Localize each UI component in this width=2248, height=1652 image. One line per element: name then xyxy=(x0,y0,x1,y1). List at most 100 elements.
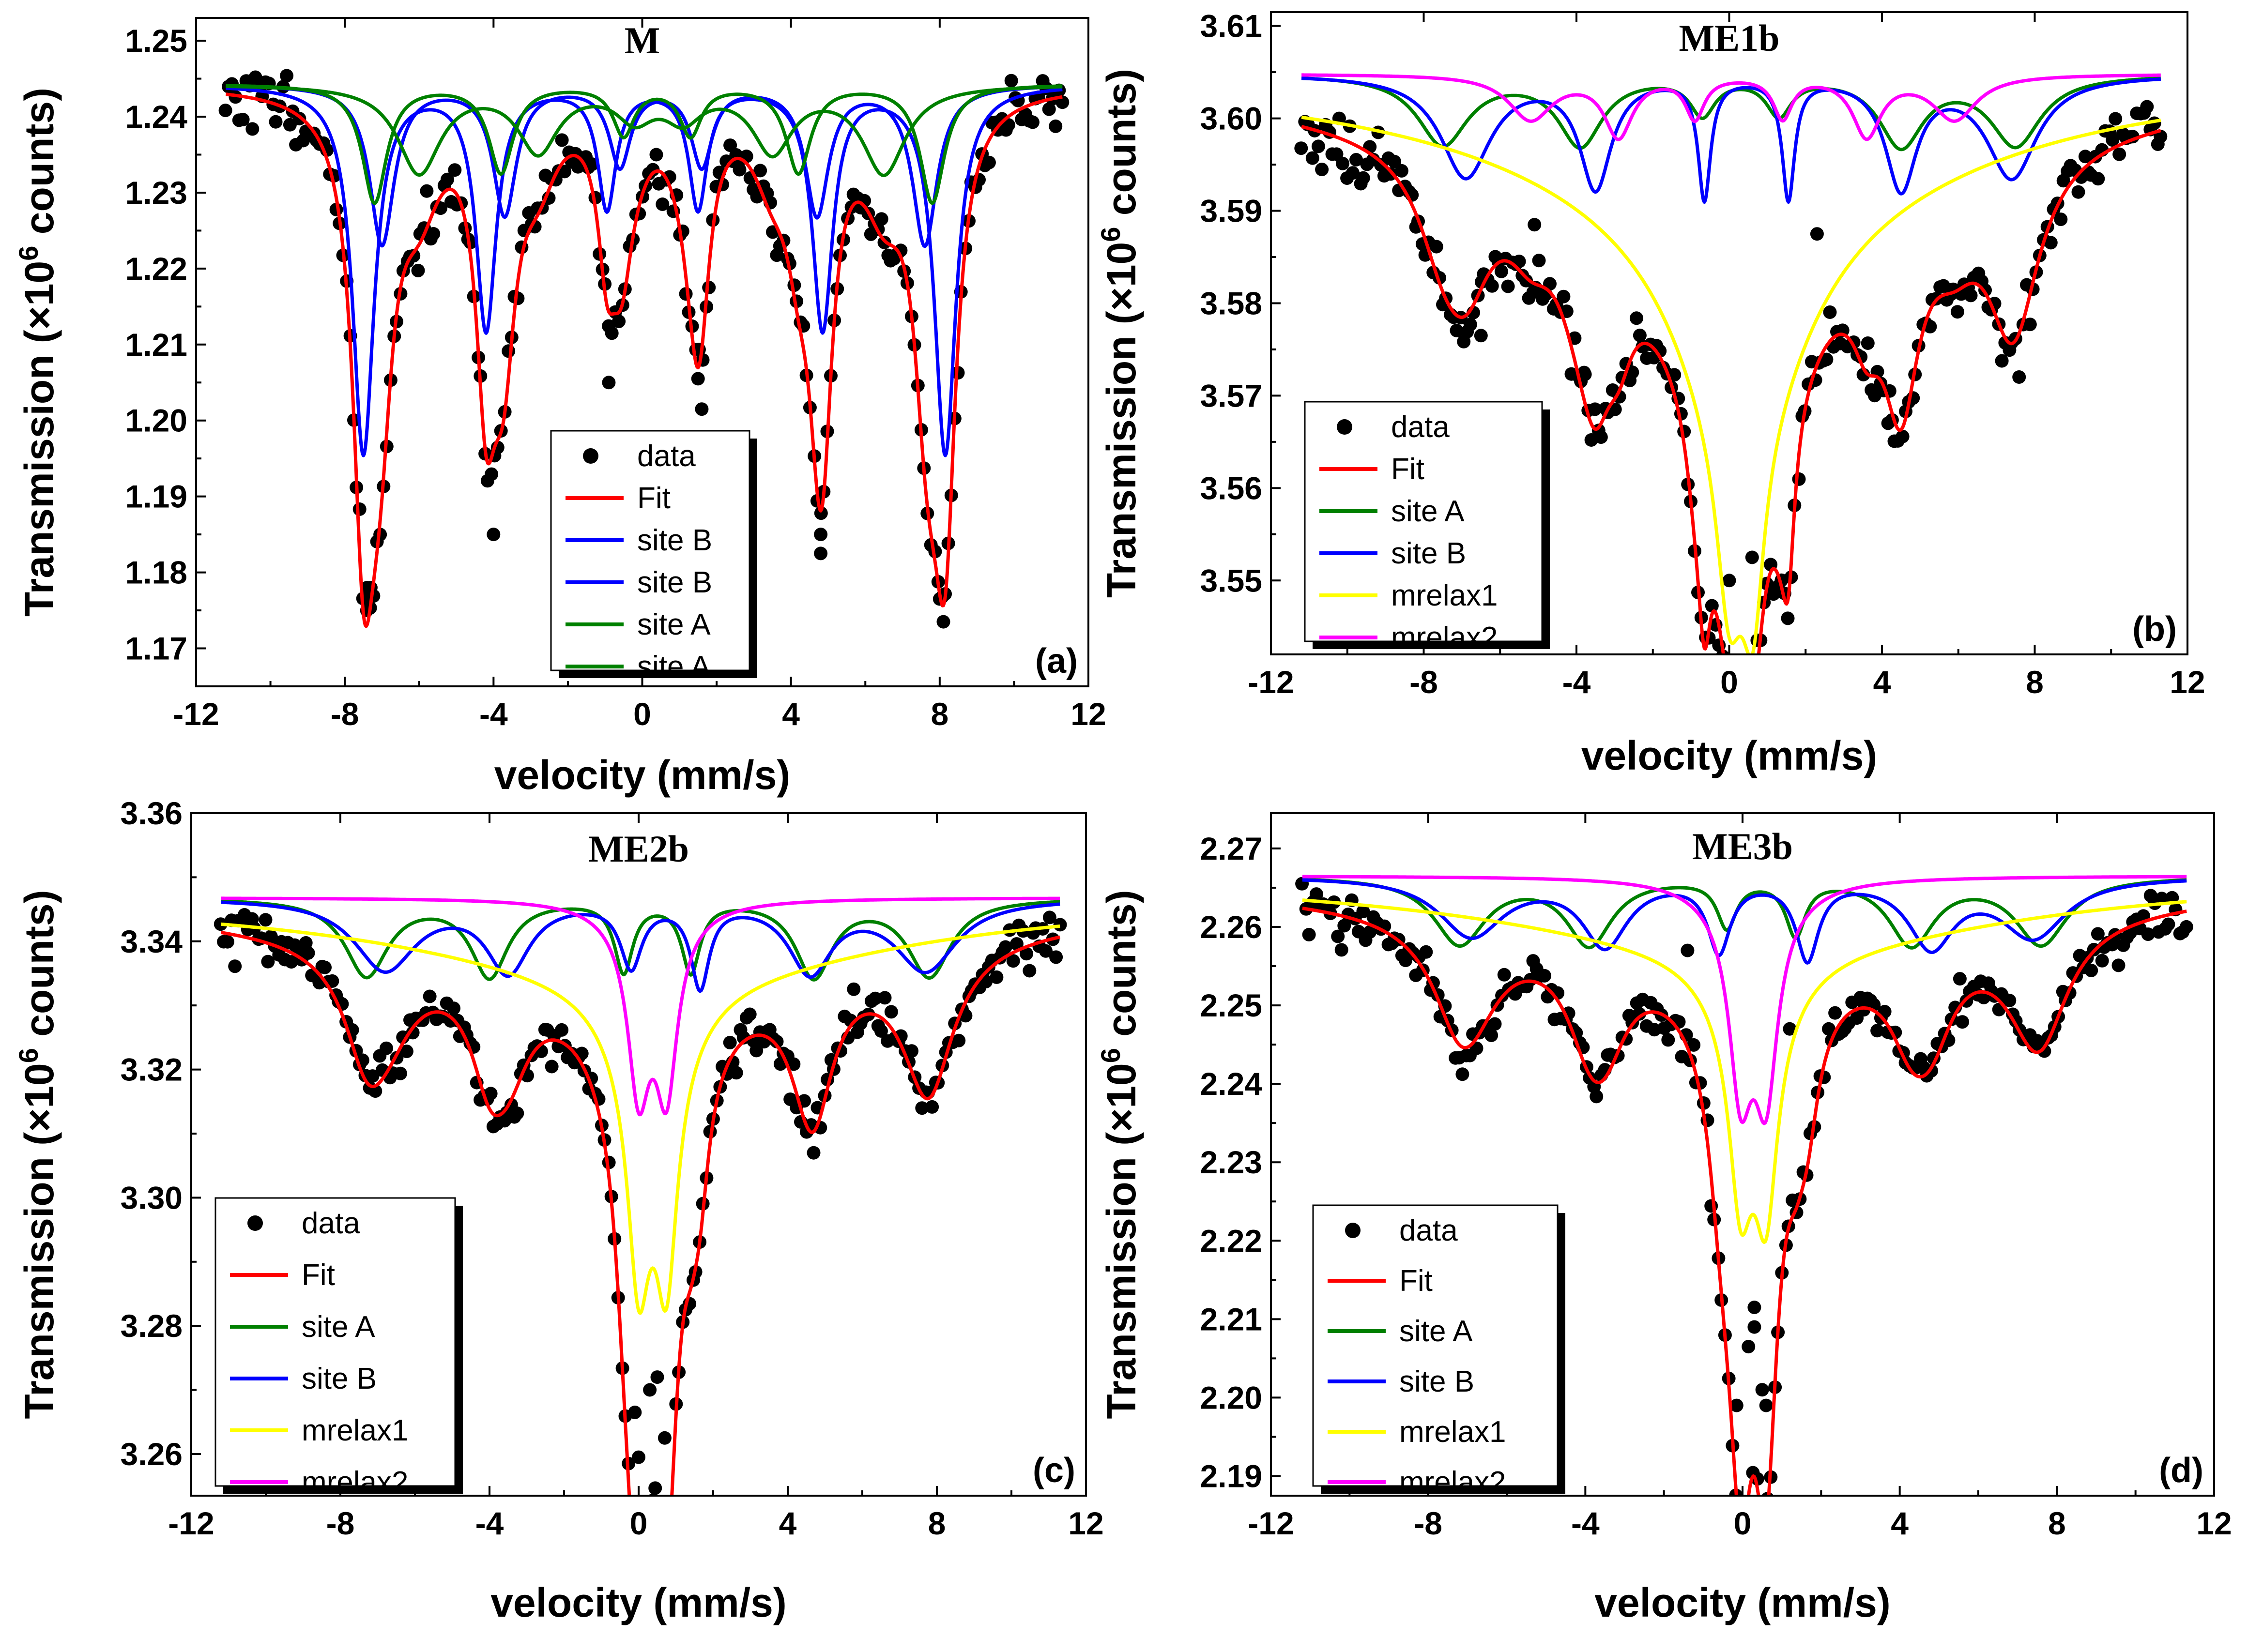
x-tick-label: 8 xyxy=(928,1505,946,1541)
legend: data Fit site A site B mrelax1 mrelax2 xyxy=(1312,1204,1565,1499)
data-point xyxy=(1346,166,1360,180)
data-point xyxy=(261,955,275,969)
data-point xyxy=(280,69,294,83)
series-curve-site-a xyxy=(225,84,1063,177)
data-point xyxy=(1742,1340,1756,1354)
data-point xyxy=(1577,365,1591,379)
y-axis-label-tail: counts) xyxy=(16,88,62,246)
legend-label: site A xyxy=(637,608,711,641)
data-point xyxy=(2003,994,2017,1007)
data-point xyxy=(1337,919,1351,933)
y-tick-label: 1.23 xyxy=(125,175,187,211)
data-point xyxy=(733,163,747,177)
data-point xyxy=(878,991,892,1005)
y-axis-label-main: Transmission (×10 xyxy=(16,261,62,617)
data-point xyxy=(1463,318,1477,332)
data-point xyxy=(2091,172,2105,186)
data-point xyxy=(220,935,234,949)
data-point xyxy=(558,165,572,179)
series-curve-mrelax1 xyxy=(220,922,1061,1315)
data-point xyxy=(301,946,315,960)
y-axis-label-main: Transmission (×10 xyxy=(16,1063,62,1419)
y-tick-label: 1.22 xyxy=(125,251,187,287)
legend-label: site B xyxy=(302,1362,377,1395)
data-point xyxy=(1590,1090,1604,1104)
data-point xyxy=(646,163,660,177)
data-point xyxy=(632,1450,645,1464)
series-curve-mrelax2 xyxy=(1300,73,2162,141)
x-tick-label: 0 xyxy=(630,1505,648,1541)
data-point xyxy=(1485,279,1499,293)
legend-label: site A xyxy=(1399,1315,1473,1348)
data-point xyxy=(905,1044,918,1058)
data-point xyxy=(2179,920,2193,934)
data-point xyxy=(1042,102,1056,116)
data-point xyxy=(990,970,1004,984)
x-tick-label: -8 xyxy=(326,1505,355,1541)
data-point xyxy=(1334,943,1348,957)
data-point xyxy=(1633,328,1647,342)
legend-marker xyxy=(247,1215,263,1231)
data-point xyxy=(1755,1383,1769,1397)
data-point xyxy=(2044,236,2058,250)
data-point xyxy=(228,959,242,973)
data-point xyxy=(269,115,283,129)
data-point xyxy=(510,1106,524,1120)
legend-box xyxy=(1304,401,1543,642)
y-tick-label: 3.60 xyxy=(1200,101,1262,136)
data-point xyxy=(406,1026,420,1040)
data-point xyxy=(2012,370,2026,384)
plot-area xyxy=(1295,875,2193,1496)
data-point xyxy=(1336,156,1349,170)
plot-area xyxy=(218,69,1070,629)
data-point xyxy=(1759,1398,1773,1412)
x-axis-label: velocity (mm/s) xyxy=(494,752,791,798)
data-point xyxy=(884,1005,898,1019)
data-point xyxy=(658,1431,672,1445)
data-point xyxy=(729,1066,743,1080)
x-tick-label: 12 xyxy=(1068,1505,1103,1541)
series-curve-site-a xyxy=(225,84,1063,205)
data-point xyxy=(485,467,499,481)
data-point xyxy=(2095,954,2109,968)
data-point xyxy=(411,263,425,277)
x-tick-label: -12 xyxy=(173,696,219,732)
data-point xyxy=(1594,430,1608,444)
y-tick-label: 3.28 xyxy=(121,1308,183,1344)
panel-c: -12 -8 -4 0 4 8 12 3.26 3.28 3.30 3.32 3.34 3.36 velo… xyxy=(13,795,1104,1625)
data-point xyxy=(545,1060,559,1074)
x-tick-label: 4 xyxy=(779,1505,797,1541)
data-point xyxy=(814,506,828,520)
data-point xyxy=(925,1100,939,1114)
fit-curve xyxy=(220,930,1061,1496)
y-tick-label: 2.25 xyxy=(1200,987,1262,1023)
legend-marker xyxy=(583,448,598,464)
data-point xyxy=(352,502,367,516)
x-tick-label: -8 xyxy=(1414,1505,1442,1541)
data-point xyxy=(743,1007,757,1021)
data-point xyxy=(1747,1301,1761,1314)
data-point xyxy=(1853,990,1867,1004)
data-point xyxy=(1494,264,1508,278)
data-point xyxy=(814,528,828,542)
x-tick-label: 8 xyxy=(2026,664,2044,700)
fit-curve xyxy=(1300,125,2162,654)
data-point xyxy=(2109,112,2123,126)
data-point xyxy=(1953,972,1967,986)
data-point xyxy=(652,1522,666,1536)
data-point xyxy=(749,1044,764,1058)
data-point xyxy=(399,1045,413,1059)
legend-label: Fit xyxy=(1391,453,1424,486)
data-point xyxy=(1006,954,1020,968)
x-tick-label: -4 xyxy=(479,696,508,732)
data-point xyxy=(1356,904,1370,918)
y-tick-label: 2.22 xyxy=(1200,1223,1262,1258)
data-point xyxy=(1532,254,1546,268)
data-point xyxy=(284,955,298,969)
x-tick-label: 12 xyxy=(2196,1505,2232,1541)
data-point xyxy=(1783,1022,1797,1036)
data-point xyxy=(662,1535,676,1548)
data-point xyxy=(427,227,441,241)
data-point xyxy=(656,197,670,211)
data-point xyxy=(1363,925,1376,939)
